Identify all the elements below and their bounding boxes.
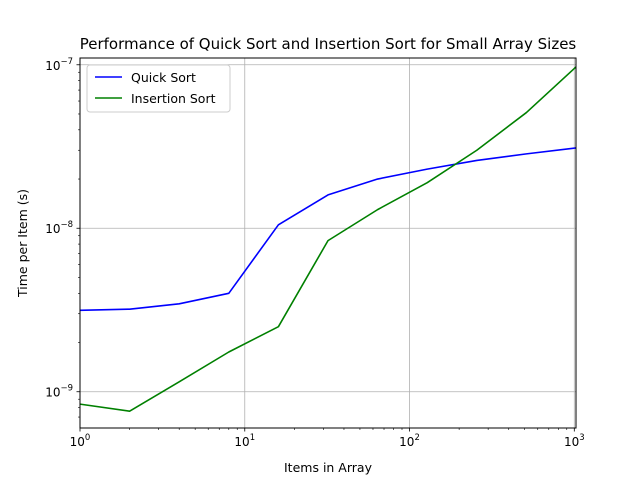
chart-title: Performance of Quick Sort and Insertion … <box>80 35 577 53</box>
legend-label-quick-sort: Quick Sort <box>131 70 196 85</box>
series-line-insertion-sort <box>79 66 577 413</box>
ticks: 100 101 102 103 10−9 10−8 10−7 <box>45 57 584 449</box>
series-layer <box>79 66 577 413</box>
legend: Quick Sort Insertion Sort <box>86 64 231 113</box>
x-tick-label: 103 <box>564 433 585 449</box>
x-tick-label: 101 <box>234 433 255 449</box>
legend-box <box>86 64 231 113</box>
x-tick-label: 100 <box>70 433 91 449</box>
y-tick-label: 10−8 <box>45 220 73 236</box>
x-axis-label: Items in Array <box>284 460 373 475</box>
y-tick-label: 10−9 <box>45 384 73 400</box>
legend-label-insertion-sort: Insertion Sort <box>131 91 216 106</box>
series-line-quick-sort <box>79 147 577 312</box>
y-tick-label: 10−7 <box>45 57 73 73</box>
x-tick-label: 102 <box>399 433 420 449</box>
plot-frame <box>79 57 577 429</box>
y-axis-label: Time per Item (s) <box>15 189 30 298</box>
